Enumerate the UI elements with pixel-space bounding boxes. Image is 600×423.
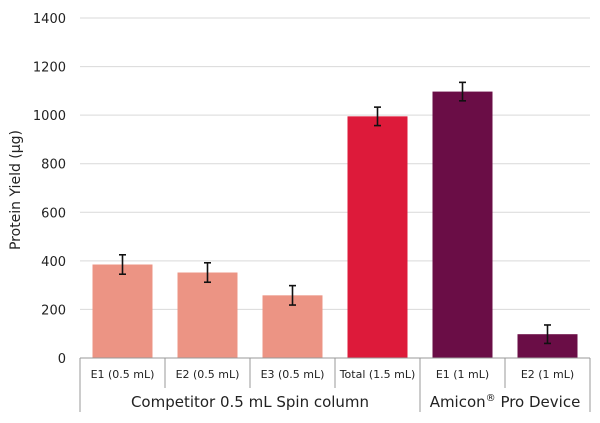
y-axis: 0 200 400 600 800 1000 1200 1400	[33, 12, 66, 367]
y-tick-label: 1200	[33, 61, 66, 76]
error-bar	[459, 81, 466, 102]
registered-mark: ®	[486, 393, 496, 404]
group-label-amicon: Amicon® Pro Device	[430, 393, 581, 411]
y-tick-label: 200	[41, 303, 66, 318]
error-bar	[119, 253, 126, 276]
y-tick-label: 0	[58, 352, 66, 367]
bar	[347, 116, 408, 358]
bars	[92, 91, 578, 358]
y-tick-label: 1400	[33, 12, 66, 27]
y-tick-label: 400	[41, 255, 66, 270]
x-category-label: E1 (0.5 mL)	[91, 368, 155, 381]
y-tick-label: 600	[41, 206, 66, 221]
error-bar	[544, 324, 551, 345]
group-label-competitor-text: Competitor 0.5 mL Spin column	[131, 393, 369, 411]
bar	[432, 91, 493, 358]
bar	[517, 334, 578, 358]
x-category-label: E3 (0.5 mL)	[261, 368, 325, 381]
bar	[92, 264, 153, 358]
x-category-label: E2 (0.5 mL)	[176, 368, 240, 381]
error-bar	[374, 106, 381, 127]
bar	[177, 272, 238, 358]
x-category-label: E2 (1 mL)	[521, 368, 574, 381]
x-category-label: E1 (1 mL)	[436, 368, 489, 381]
x-axis: E1 (0.5 mL) E2 (0.5 mL) E3 (0.5 mL) Total (…	[79, 357, 591, 412]
x-category-label: Total (1.5 mL)	[339, 368, 416, 381]
error-bars	[119, 81, 551, 345]
group-label-competitor: Competitor 0.5 mL Spin column	[131, 393, 369, 411]
group-label-amicon-prefix: Amicon	[430, 393, 486, 411]
group-label-amicon-suffix: Pro Device	[496, 393, 581, 411]
y-tick-label: 800	[41, 158, 66, 173]
y-axis-title: Protein Yield (µg)	[8, 130, 24, 250]
error-bar	[289, 284, 296, 306]
gridlines	[80, 17, 590, 310]
error-bar	[204, 261, 211, 284]
y-tick-label: 1000	[33, 109, 66, 124]
